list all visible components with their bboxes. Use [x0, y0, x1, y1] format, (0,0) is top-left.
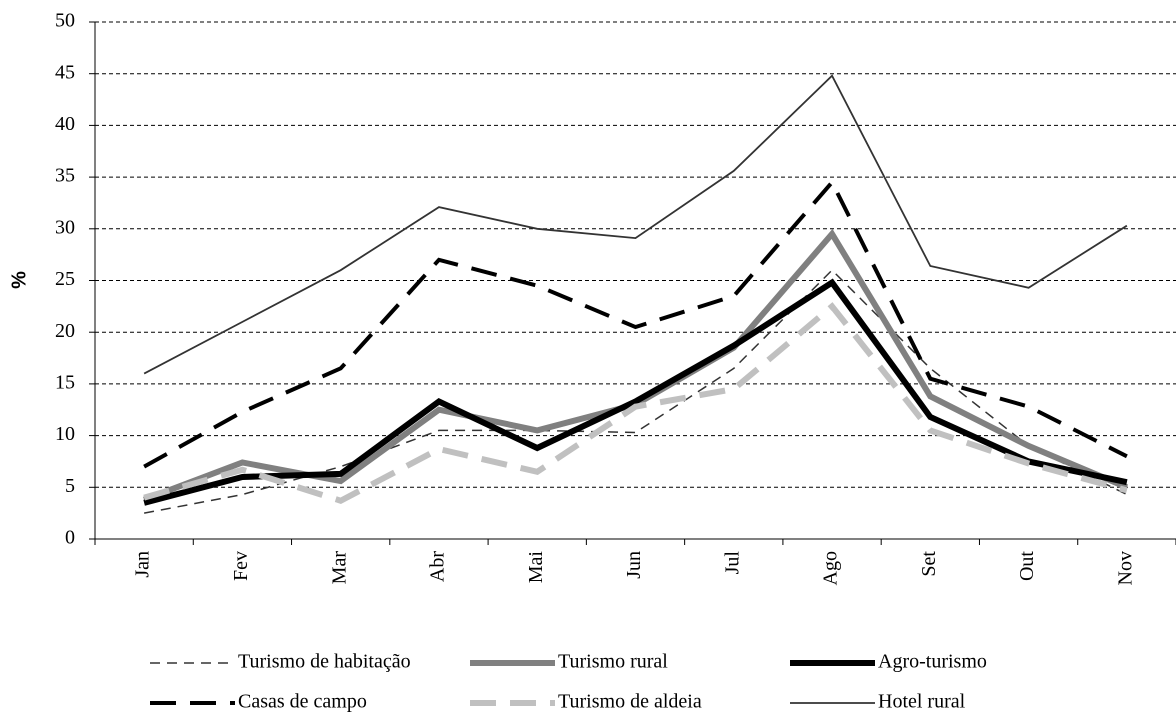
x-tick-label: Mai — [525, 551, 547, 584]
legend-label: Hotel rural — [878, 691, 966, 713]
y-axis-label: % — [8, 271, 30, 289]
y-tick-label: 0 — [65, 527, 75, 549]
y-tick-label: 5 — [65, 475, 75, 497]
series-line — [143, 228, 1129, 503]
legend-label: Turismo de habitação — [238, 651, 411, 673]
series-line — [143, 278, 1128, 506]
x-tick-label: Mar — [328, 551, 350, 585]
y-tick-label: 15 — [55, 371, 75, 393]
y-tick-label: 40 — [55, 113, 75, 135]
y-tick-label: 30 — [55, 216, 75, 238]
x-tick-label: Fev — [230, 551, 252, 581]
legend-label: Turismo de aldeia — [558, 691, 702, 713]
legend-label: Turismo rural — [558, 651, 668, 673]
series-line — [143, 178, 1128, 469]
legend-label: Agro-turismo — [878, 651, 987, 673]
x-tick-label: Nov — [1114, 551, 1136, 585]
x-tick-label: Abr — [427, 551, 449, 582]
x-tick-label: Out — [1016, 551, 1038, 581]
x-tick-label: Ago — [820, 551, 842, 585]
y-tick-label: 20 — [55, 320, 75, 342]
legend-label: Casas de campo — [238, 691, 367, 713]
y-tick-label: 50 — [55, 10, 75, 32]
y-tick-label: 35 — [55, 165, 75, 187]
x-tick-label: Set — [918, 551, 940, 577]
x-tick-label: Jun — [623, 551, 645, 579]
y-tick-label: 45 — [55, 61, 75, 83]
x-tick-label: Jan — [132, 551, 154, 578]
series-line — [143, 269, 1128, 514]
y-tick-label: 25 — [55, 268, 75, 290]
x-tick-label: Jul — [721, 551, 743, 575]
y-tick-label: 10 — [55, 423, 75, 445]
series-line — [143, 302, 1128, 504]
series-line — [143, 74, 1128, 375]
